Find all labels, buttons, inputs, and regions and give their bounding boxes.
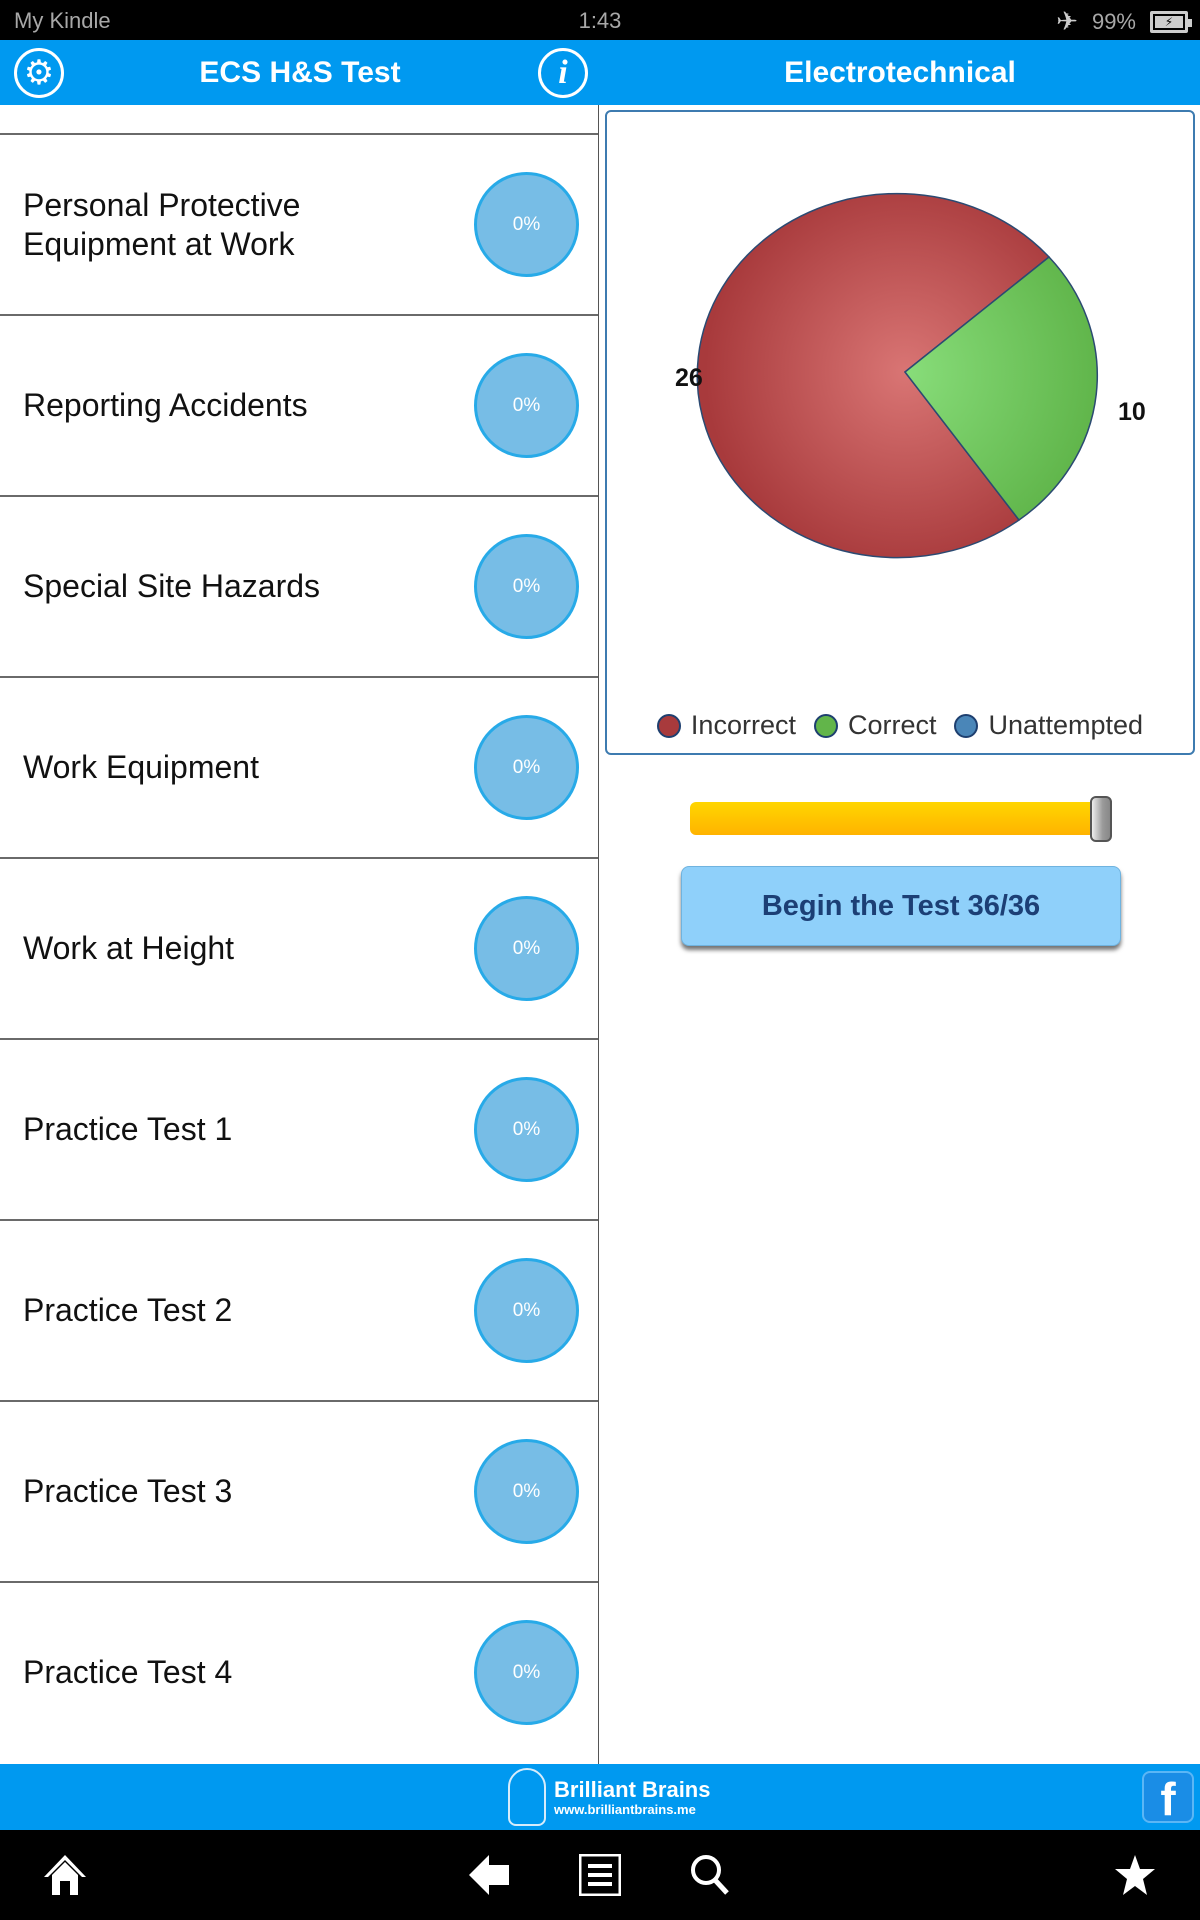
home-button[interactable] xyxy=(38,1848,92,1902)
progress-badge: 0% xyxy=(474,172,579,277)
pie-slice-correct xyxy=(903,255,1099,522)
system-nav-bar xyxy=(0,1830,1200,1920)
topic-label: Practice Test 2 xyxy=(23,1292,233,1328)
battery-percent: 99% xyxy=(1091,8,1136,34)
topic-label: Work Equipment xyxy=(23,749,259,785)
battery-charging-icon: ⚡ xyxy=(1150,10,1192,33)
settings-button[interactable]: ⚙ xyxy=(14,48,64,98)
topic-list[interactable]: Personal Protective Equipment at Work 0%… xyxy=(0,105,599,1764)
menu-button[interactable] xyxy=(573,1848,627,1902)
list-item[interactable]: Reporting Accidents 0% xyxy=(0,314,598,495)
list-item[interactable]: Practice Test 4 0% xyxy=(0,1581,598,1762)
search-button[interactable] xyxy=(683,1848,737,1902)
topic-label: Work at Height xyxy=(23,930,235,966)
device-name: My Kindle xyxy=(14,8,111,33)
progress-badge: 0% xyxy=(474,1077,579,1182)
back-button[interactable] xyxy=(462,1848,516,1902)
topic-label: Practice Test 1 xyxy=(23,1111,233,1147)
list-item[interactable]: Special Site Hazards 0% xyxy=(0,495,598,676)
menu-icon xyxy=(579,1854,621,1896)
list-item[interactable]: Practice Test 1 0% xyxy=(0,1038,598,1219)
legend-unattempted[interactable]: Unattempted xyxy=(954,710,1143,741)
brand-url: www.brilliantbrains.me xyxy=(554,1801,696,1817)
app-title: ECS H&S Test xyxy=(199,56,401,89)
incorrect-value-label: 26 xyxy=(675,364,703,392)
facebook-icon: f xyxy=(1160,1773,1176,1825)
list-item[interactable]: Practice Test 3 0% xyxy=(0,1400,598,1581)
info-button[interactable]: i xyxy=(538,48,588,98)
list-item[interactable]: Practice Test 2 0% xyxy=(0,1219,598,1400)
brand-name: Brilliant Brains xyxy=(554,1776,711,1802)
progress-badge: 0% xyxy=(474,896,579,1001)
favorites-button[interactable] xyxy=(1108,1848,1162,1902)
legend-dot-icon xyxy=(813,713,838,738)
progress-badge: 0% xyxy=(474,534,579,639)
legend-label: Unattempted xyxy=(988,710,1144,740)
legend-incorrect[interactable]: Incorrect xyxy=(656,710,796,741)
app-header: ⚙ ECS H&S Test i Electrotechnical xyxy=(0,40,1200,105)
search-icon xyxy=(691,1855,729,1895)
results-pie-chart: 26 10 Incorrect Correct Unattempted xyxy=(605,110,1195,755)
facebook-button[interactable]: f xyxy=(1142,1771,1194,1825)
back-arrow-icon xyxy=(469,1855,509,1895)
progress-badge: 0% xyxy=(474,1258,579,1363)
topic-label: Personal Protective Equipment at Work xyxy=(23,186,301,262)
home-icon xyxy=(44,1855,86,1895)
progress-badge: 0% xyxy=(474,715,579,820)
list-item[interactable]: Work at Height 0% xyxy=(0,857,598,1038)
legend-label: Correct xyxy=(847,710,937,740)
airplane-mode-icon: ✈ xyxy=(1056,6,1078,36)
progress-badge: 0% xyxy=(474,1439,579,1544)
list-item[interactable]: Work Equipment 0% xyxy=(0,676,598,857)
begin-test-button[interactable]: Begin the Test 36/36 xyxy=(681,866,1121,946)
gear-icon: ⚙ xyxy=(23,54,55,92)
progress-badge: 0% xyxy=(474,353,579,458)
status-bar: My Kindle 1:43 ✈ 99% ⚡ xyxy=(0,0,1200,40)
topic-label: Practice Test 4 xyxy=(23,1654,233,1690)
legend-label: Incorrect xyxy=(690,710,796,740)
topic-label: Practice Test 3 xyxy=(23,1473,233,1509)
info-icon: i xyxy=(558,54,568,91)
pie-chart-svg: 26 10 xyxy=(675,192,1146,559)
footer-banner: Brilliant Brains www.brilliantbrains.me … xyxy=(0,1764,1200,1830)
legend-dot-icon xyxy=(656,713,681,738)
category-title: Electrotechnical xyxy=(784,56,1016,89)
star-icon xyxy=(1115,1855,1155,1895)
progress-badge: 0% xyxy=(474,1620,579,1725)
brilliant-brains-logo[interactable]: Brilliant Brains www.brilliantbrains.me xyxy=(508,1768,710,1826)
pie-slice-incorrect xyxy=(696,192,1051,559)
chart-legend: Incorrect Correct Unattempted xyxy=(607,710,1193,741)
list-item[interactable]: Personal Protective Equipment at Work 0% xyxy=(0,133,598,314)
topic-label: Special Site Hazards xyxy=(23,568,321,604)
brain-head-icon xyxy=(508,1768,546,1826)
legend-dot-icon xyxy=(954,713,979,738)
legend-correct[interactable]: Correct xyxy=(813,710,937,741)
question-count-slider[interactable] xyxy=(690,802,1112,835)
slider-thumb[interactable] xyxy=(1090,796,1112,842)
clock: 1:43 xyxy=(578,8,622,33)
correct-value-label: 10 xyxy=(1118,398,1146,426)
topic-label: Reporting Accidents xyxy=(23,387,308,423)
